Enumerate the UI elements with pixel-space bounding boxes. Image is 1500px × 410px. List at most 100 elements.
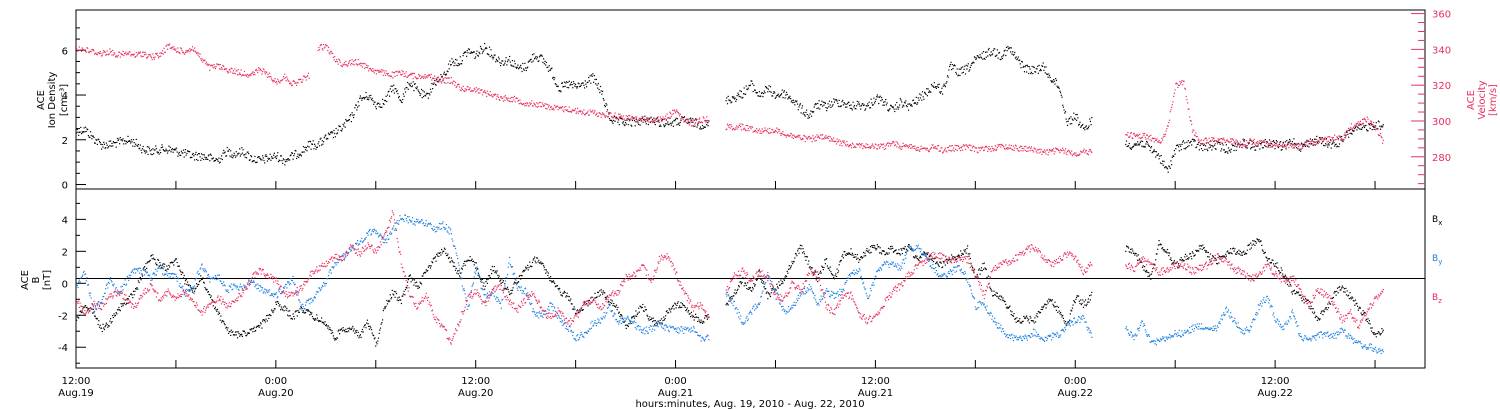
bx-series-point: [377, 340, 379, 342]
density-series-point: [246, 151, 248, 153]
density-series-point: [336, 133, 338, 135]
velocity-series-point: [771, 128, 773, 131]
density-series-point: [593, 75, 595, 77]
density-series-point: [101, 144, 103, 146]
velocity-series-point: [457, 84, 459, 86]
velocity-series-point: [1014, 147, 1016, 149]
density-series-point: [519, 66, 521, 68]
bx-series-point: [182, 272, 184, 274]
velocity-series-point: [665, 115, 667, 117]
x-tick-time-label: 12:00: [1261, 376, 1290, 387]
density-series-point: [379, 103, 381, 105]
density-series-point: [913, 102, 915, 105]
velocity-series-point: [1303, 145, 1305, 147]
velocity-series-point: [911, 147, 913, 149]
bx-series-point: [843, 250, 845, 253]
bx-series-point: [527, 269, 529, 271]
velocity-series-point: [813, 138, 815, 140]
bx-series-point: [427, 269, 429, 272]
velocity-series-point: [1025, 145, 1027, 147]
velocity-series-point: [1268, 142, 1270, 144]
density-series-point: [799, 103, 801, 105]
velocity-series-point: [1143, 134, 1145, 136]
density-series-point: [461, 60, 463, 62]
velocity-series-point: [662, 116, 664, 118]
velocity-series-point: [623, 118, 625, 120]
velocity-series-point: [415, 77, 417, 79]
velocity-series-point: [958, 145, 960, 147]
bx-series-point: [158, 265, 160, 268]
density-series-point: [549, 69, 551, 71]
density-series-point: [623, 124, 625, 126]
velocity-series-point: [520, 103, 522, 105]
density-series-point: [407, 81, 409, 84]
velocity-series-point: [1021, 147, 1023, 150]
velocity-series-point: [896, 146, 898, 148]
velocity-series-point: [525, 104, 527, 106]
density-series-point: [633, 120, 636, 122]
density-series-point: [95, 139, 97, 141]
density-series-point: [993, 48, 995, 50]
density-series-point: [1071, 123, 1073, 125]
density-series-point: [584, 80, 586, 82]
bx-series-point: [547, 272, 550, 274]
density-series-point: [1194, 140, 1196, 142]
density-series-point: [363, 97, 365, 99]
velocity-series-point: [154, 56, 156, 58]
velocity-series-point: [331, 52, 333, 54]
velocity-series-point: [343, 64, 345, 66]
density-series-point: [801, 107, 803, 109]
velocity-series-point: [885, 148, 887, 150]
density-series-point: [661, 119, 663, 121]
velocity-series-point: [338, 58, 340, 60]
bx-series-point: [360, 336, 362, 339]
density-series-point: [411, 86, 413, 88]
velocity-series-point: [874, 143, 876, 145]
density-series-point: [707, 125, 709, 127]
density-series-point: [220, 158, 222, 160]
density-series-point: [978, 57, 980, 59]
density-series-point: [200, 159, 202, 161]
velocity-series-point: [359, 62, 361, 64]
velocity-series-point: [808, 136, 810, 138]
velocity-series-point: [1024, 149, 1026, 151]
density-series-point: [995, 55, 997, 57]
velocity-series-point: [141, 51, 144, 53]
density-series-point: [368, 95, 370, 97]
density-series-point: [1285, 148, 1287, 150]
bx-series-point: [169, 262, 171, 264]
density-series-point: [597, 87, 599, 89]
bx-series-point: [867, 251, 869, 253]
bx-series-point: [938, 265, 940, 268]
velocity-series-point: [1165, 130, 1167, 132]
density-series-point: [155, 148, 157, 150]
bx-series-point: [788, 265, 790, 267]
velocity-series-point: [579, 111, 581, 113]
density-series-point: [341, 130, 343, 132]
density-series-point: [458, 64, 460, 66]
velocity-series-point: [865, 143, 867, 145]
bx-series-point: [524, 269, 526, 271]
density-series-point: [263, 159, 265, 162]
density-series-point: [1193, 140, 1195, 142]
density-series-point: [849, 104, 851, 107]
density-series-point: [405, 86, 407, 89]
density-series-point: [1197, 143, 1199, 145]
velocity-series-point: [114, 56, 117, 58]
velocity-series-point: [513, 99, 515, 101]
density-series-point: [1027, 65, 1029, 68]
density-series-point: [856, 105, 858, 107]
bx-series-point: [254, 330, 256, 332]
bx-series-point: [695, 313, 697, 315]
density-series-point: [347, 120, 349, 122]
velocity-series-point: [436, 77, 438, 79]
density-series-point: [266, 155, 268, 157]
velocity-series-point: [132, 54, 135, 56]
bx-series-point: [545, 272, 547, 274]
bx-series-point: [598, 295, 600, 297]
velocity-series-point: [606, 111, 608, 113]
velocity-series-point: [190, 48, 192, 51]
bx-series-point: [940, 262, 942, 264]
bx-series-point: [873, 247, 875, 249]
density-series-point: [1090, 124, 1092, 126]
